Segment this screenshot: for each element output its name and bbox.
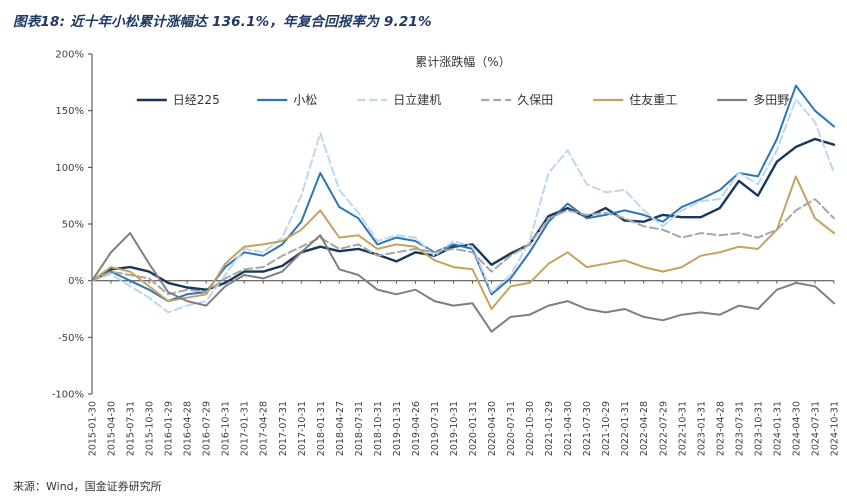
x-tick-label: 2021-07-30 bbox=[582, 401, 593, 456]
x-tick-label: 2019-01-31 bbox=[392, 401, 403, 456]
x-tick-label: 2017-04-28 bbox=[259, 401, 270, 456]
legend-label-3: 久保田 bbox=[517, 93, 553, 107]
chart-container: 200% 150% 100% 50% 0% -50% -100% 2015-01-30 2015… bbox=[0, 34, 847, 478]
series-line-3 bbox=[91, 198, 835, 296]
x-tick-label: 2018-04-27 bbox=[335, 401, 346, 456]
x-tick-label: 2022-10-31 bbox=[677, 401, 688, 456]
series-line-0 bbox=[90, 137, 836, 291]
x-tick-label: 2017-07-31 bbox=[278, 401, 289, 456]
x-tick-label: 2023-01-31 bbox=[696, 401, 707, 456]
x-tick-label: 2015-01-30 bbox=[88, 401, 99, 456]
y-tick-label: 50% bbox=[62, 220, 84, 231]
x-tick-label: 2016-04-28 bbox=[183, 401, 194, 456]
x-tick-label: 2020-01-31 bbox=[468, 401, 479, 456]
x-tick-label: 2017-10-31 bbox=[297, 401, 308, 456]
x-tick-label: 2018-10-31 bbox=[373, 401, 384, 456]
legend-label-5: 多田野 bbox=[753, 93, 789, 107]
x-tick-label: 2020-04-30 bbox=[487, 401, 498, 456]
x-tick-label: 2018-07-31 bbox=[354, 401, 365, 456]
x-tick-label: 2016-07-29 bbox=[202, 401, 213, 456]
series-line-2 bbox=[91, 98, 835, 314]
x-tick-label: 2015-10-30 bbox=[145, 401, 156, 456]
y-tick-label: 100% bbox=[55, 163, 84, 174]
x-tick-label: 2017-01-31 bbox=[240, 401, 251, 456]
x-tick-label: 2021-01-29 bbox=[544, 401, 555, 456]
x-tick-label: 2024-10-31 bbox=[830, 401, 841, 456]
legend-label-0: 日经225 bbox=[173, 93, 220, 107]
x-tick-label: 2020-07-31 bbox=[506, 401, 517, 456]
x-tick-label: 2024-01-31 bbox=[772, 401, 783, 456]
x-tick-label: 2023-07-31 bbox=[734, 401, 745, 456]
x-tick-label: 2022-04-28 bbox=[639, 401, 650, 456]
x-tick-label: 2016-01-29 bbox=[164, 401, 175, 456]
x-tick-label: 2024-07-31 bbox=[811, 401, 822, 456]
x-tick-label: 2023-10-31 bbox=[753, 401, 764, 456]
x-tick-label: 2023-04-28 bbox=[715, 401, 726, 456]
x-tick-label: 2015-07-31 bbox=[126, 401, 137, 456]
x-tick-label: 2019-10-31 bbox=[449, 401, 460, 456]
series-line-4 bbox=[91, 175, 835, 310]
y-tick-label: -100% bbox=[52, 390, 84, 401]
figure-title: 图表18: 近十年小松累计涨幅达 136.1%，年复合回报率为 9.21% bbox=[13, 14, 432, 30]
y-tick-label: 200% bbox=[55, 50, 84, 61]
x-tick-label: 2022-07-29 bbox=[658, 401, 669, 456]
cumulative-return-chart: 200% 150% 100% 50% 0% -50% -100% 2015-01-30 2015… bbox=[52, 50, 841, 457]
x-tick-label: 2018-01-31 bbox=[316, 401, 327, 456]
x-tick-label: 2022-01-31 bbox=[620, 401, 631, 456]
legend-label-4: 住友重工 bbox=[629, 93, 677, 107]
x-tick-label: 2019-07-31 bbox=[430, 401, 441, 456]
x-tick-label: 2019-04-26 bbox=[411, 401, 422, 456]
y-tick-label: -50% bbox=[58, 333, 84, 344]
x-tick-label: 2015-04-30 bbox=[107, 401, 118, 456]
x-tick-label: 2016-10-31 bbox=[221, 401, 232, 456]
y-tick-label: 0% bbox=[68, 276, 84, 287]
x-tick-label: 2021-04-30 bbox=[563, 401, 574, 456]
x-tick-label: 2020-10-30 bbox=[525, 401, 536, 456]
x-tick-label: 2024-04-30 bbox=[791, 401, 802, 456]
y-tick-label: 150% bbox=[55, 106, 84, 117]
chart-title: 累计涨跌幅（%） bbox=[415, 54, 510, 69]
source-note: 来源：Wind，国金证券研究所 bbox=[13, 480, 162, 493]
legend-label-1: 小松 bbox=[293, 93, 317, 107]
series-line-5 bbox=[91, 232, 835, 333]
x-tick-label: 2021-10-29 bbox=[601, 401, 612, 456]
legend-label-2: 日立建机 bbox=[393, 92, 441, 107]
